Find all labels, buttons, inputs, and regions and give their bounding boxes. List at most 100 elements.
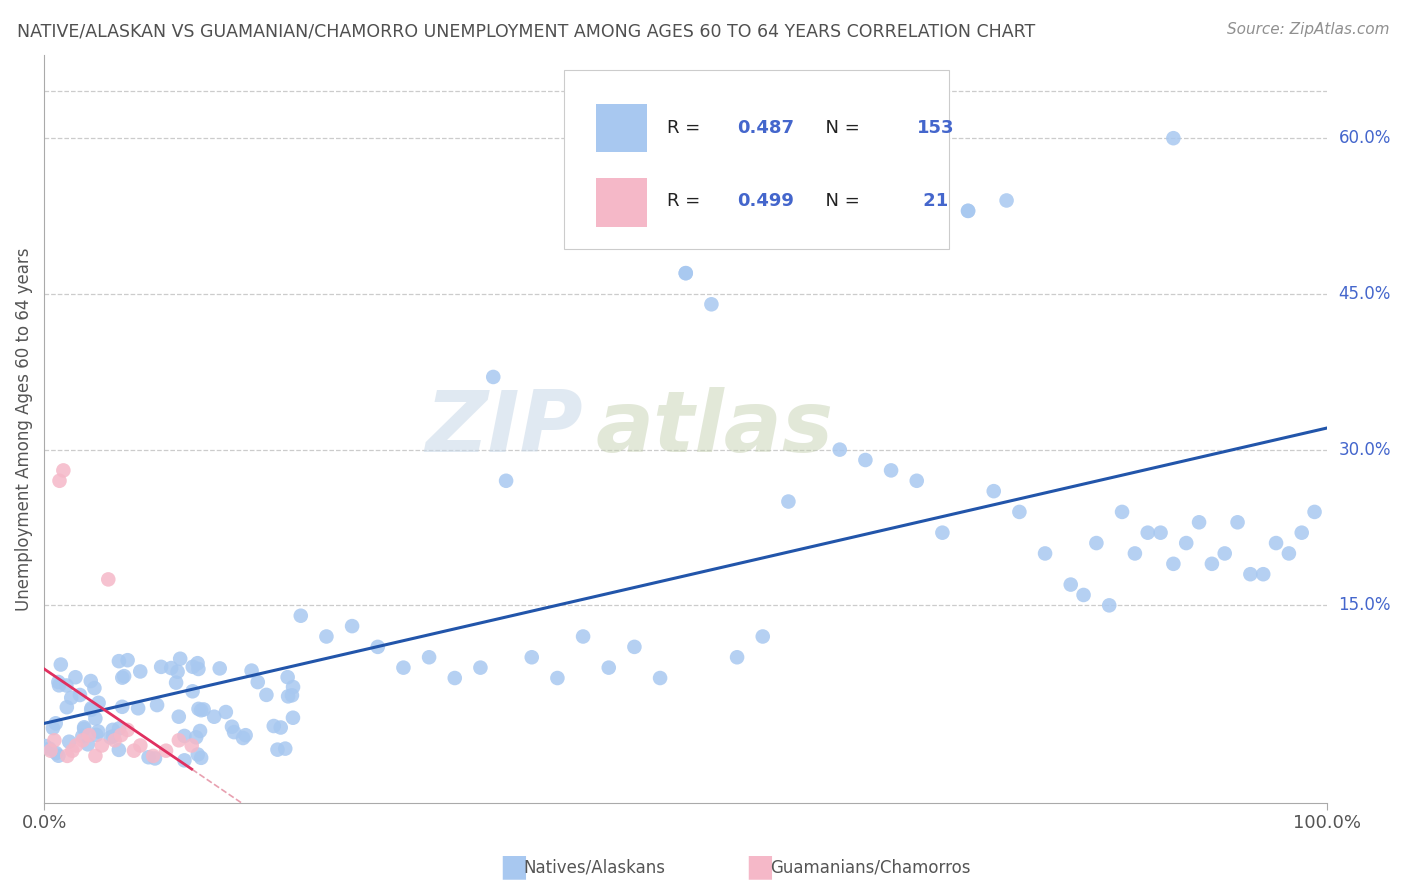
Point (193, 702, 215, 716)
Point (880, 463, 903, 477)
Point (187, 747, 209, 762)
Point (751, 630, 773, 644)
Point (80, 701, 103, 715)
Point (675, 266, 697, 280)
Point (931, 525, 953, 540)
Point (146, 698, 169, 712)
Point (765, 225, 787, 239)
Point (1188, 516, 1211, 530)
Point (180, 739, 202, 753)
Point (173, 729, 195, 743)
Point (1033, 546, 1056, 560)
Point (1111, 505, 1133, 519)
Point (392, 660, 415, 674)
Point (104, 733, 127, 747)
Point (1291, 525, 1313, 540)
Point (143, 751, 166, 765)
Text: N =: N = (814, 119, 866, 136)
Point (1163, 131, 1185, 145)
Text: ■: ■ (499, 853, 529, 881)
Point (546, 671, 568, 685)
Point (155, 744, 177, 758)
Point (117, 723, 139, 737)
Point (1251, 567, 1274, 582)
FancyBboxPatch shape (564, 70, 949, 250)
Point (266, 742, 288, 756)
Text: atlas: atlas (596, 387, 834, 470)
Point (995, 194, 1018, 208)
Point (725, 650, 748, 665)
Point (1098, 599, 1121, 613)
Point (983, 484, 1005, 499)
Point (101, 730, 124, 744)
Point (1136, 525, 1159, 540)
Point (957, 203, 980, 218)
Point (482, 370, 505, 384)
Point (129, 665, 152, 679)
Point (254, 688, 277, 702)
Point (598, 660, 620, 674)
Point (186, 731, 208, 745)
Point (150, 660, 173, 674)
FancyBboxPatch shape (596, 178, 647, 227)
Point (572, 630, 595, 644)
Point (270, 721, 292, 735)
Point (48, 675, 70, 690)
Point (232, 731, 254, 745)
Point (1265, 536, 1288, 550)
Point (340, 619, 363, 633)
Point (957, 203, 980, 218)
Point (100, 731, 122, 745)
Point (208, 661, 231, 675)
Point (58, 735, 80, 749)
Point (60, 744, 83, 758)
Point (290, 608, 312, 623)
Point (87, 724, 110, 739)
Point (34, 739, 56, 753)
Point (80, 703, 103, 717)
Point (117, 653, 139, 667)
Point (274, 741, 297, 756)
Point (65, 739, 87, 753)
Point (240, 664, 263, 678)
Point (56, 700, 79, 714)
Point (1085, 536, 1108, 550)
Text: ZIP: ZIP (426, 387, 583, 470)
Point (108, 743, 131, 757)
Point (277, 670, 299, 684)
Point (111, 699, 134, 714)
Point (48, 748, 70, 763)
Point (215, 705, 238, 719)
Point (86, 728, 108, 742)
Point (72, 729, 94, 743)
Point (1163, 557, 1185, 571)
Point (187, 656, 209, 670)
Point (263, 719, 285, 733)
Point (111, 671, 134, 685)
Point (202, 710, 225, 724)
Text: 21: 21 (917, 192, 948, 210)
Point (72, 733, 94, 747)
Point (173, 753, 195, 767)
Point (44, 733, 66, 747)
Point (52, 463, 75, 477)
Point (675, 266, 697, 280)
Point (246, 675, 269, 690)
Point (1303, 505, 1326, 519)
Point (49, 657, 72, 672)
Point (181, 684, 204, 698)
Point (1201, 557, 1223, 571)
Point (65, 670, 87, 684)
Point (1060, 577, 1083, 591)
Point (855, 453, 877, 467)
Point (165, 675, 187, 690)
Point (1213, 546, 1236, 560)
Point (87, 696, 110, 710)
Point (1175, 536, 1198, 550)
Point (281, 711, 304, 725)
Point (700, 297, 723, 311)
Point (112, 669, 135, 683)
Text: Natives/Alaskans: Natives/Alaskans (523, 858, 665, 876)
Point (1278, 546, 1301, 560)
Point (90, 739, 112, 753)
